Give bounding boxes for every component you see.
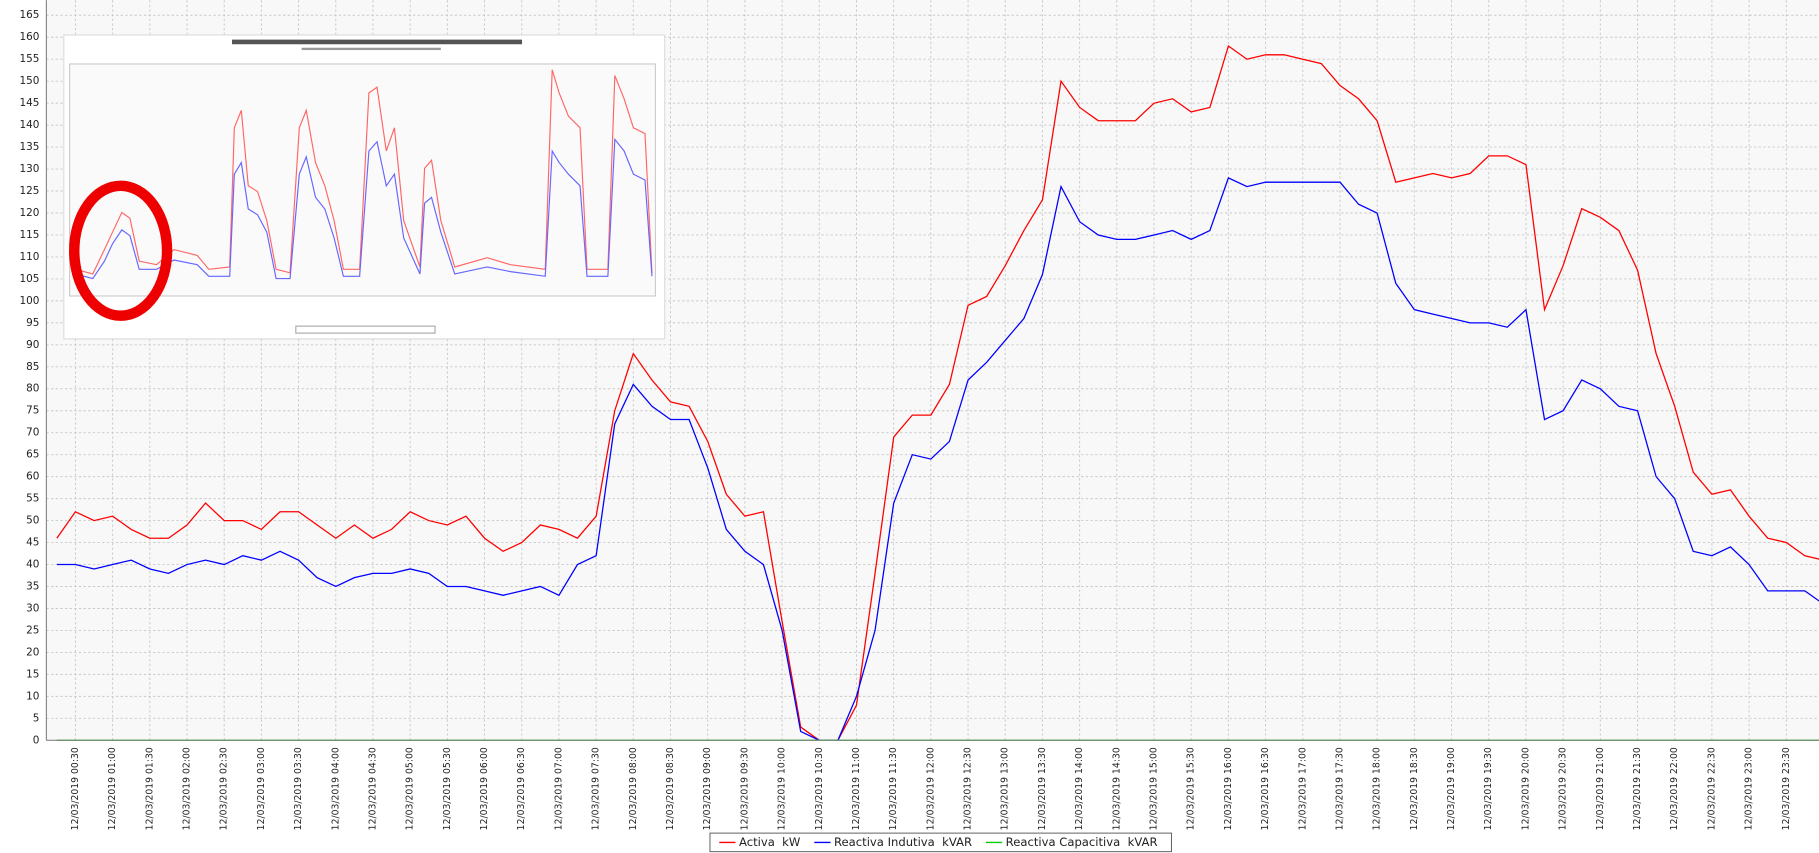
legend-label: Reactiva Capacitiva kVAR (1006, 835, 1158, 849)
y-tick-label: 130 (20, 163, 40, 175)
legend-label: Activa kW (739, 835, 801, 849)
y-tick-label: 90 (26, 339, 39, 351)
y-tick-label: 135 (20, 141, 40, 153)
y-tick-label: 110 (20, 251, 40, 263)
x-tick-label: 12/03/2019 00:00 (1818, 747, 1819, 830)
y-tick-label: 45 (26, 537, 39, 549)
x-tick-label: 12/03/2019 09:30 (739, 747, 750, 830)
x-tick-label: 12/03/2019 04:30 (367, 747, 378, 830)
x-tick-label: 12/03/2019 23:30 (1781, 747, 1792, 830)
y-tick-label: 70 (26, 427, 39, 439)
grid (46, 0, 1819, 741)
x-tick-label: 12/03/2019 14:30 (1111, 747, 1122, 830)
x-tick-label: 12/03/2019 12:00 (925, 747, 936, 830)
inset-legend (295, 325, 436, 334)
y-tick-label: 100 (20, 295, 40, 307)
x-tick-label: 12/03/2019 04:00 (330, 747, 341, 830)
x-tick-label: 12/03/2019 00:30 (70, 747, 81, 830)
x-tick-label: 12/03/2019 19:00 (1446, 747, 1457, 830)
y-tick-label: 55 (26, 493, 39, 505)
y-tick-label: 75 (26, 405, 39, 417)
y-tick-label: 85 (26, 361, 39, 373)
x-tick-label: 12/03/2019 23:00 (1744, 747, 1755, 830)
x-tick-label: 12/03/2019 19:30 (1483, 747, 1494, 830)
x-tick-label: 12/03/2019 17:00 (1297, 747, 1308, 830)
x-tick-label: 12/03/2019 03:30 (293, 747, 304, 830)
y-tick-label: 15 (26, 668, 39, 680)
x-tick-label: 12/03/2019 06:00 (479, 747, 490, 830)
x-tick-label: 12/03/2019 16:00 (1223, 747, 1234, 830)
y-tick-label: 40 (26, 559, 39, 571)
y-tick-label: 5 (33, 712, 40, 724)
y-tick-label: 80 (26, 383, 39, 395)
series-line (56, 44, 1819, 741)
y-tick-label: 150 (20, 75, 40, 87)
x-tick-label: 12/03/2019 20:00 (1520, 747, 1531, 830)
x-tick-label: 12/03/2019 16:30 (1260, 747, 1271, 830)
x-tick-label: 12/03/2019 07:00 (553, 747, 564, 830)
y-tick-label: 120 (20, 207, 40, 219)
x-tick-label: 12/03/2019 22:00 (1669, 747, 1680, 830)
x-tick-label: 12/03/2019 17:30 (1334, 747, 1345, 830)
y-tick-label: 35 (26, 581, 39, 593)
x-tick-label: 12/03/2019 02:00 (182, 747, 193, 830)
y-tick-label: 50 (26, 515, 39, 527)
x-tick-label: 12/03/2019 21:00 (1595, 747, 1606, 830)
inset-plot (69, 63, 657, 297)
x-tick-label: 12/03/2019 05:30 (442, 747, 453, 830)
highlight-circle (69, 180, 173, 321)
y-tick-label: 145 (20, 97, 40, 109)
x-tick-label: 12/03/2019 20:30 (1558, 747, 1569, 830)
x-tick-label: 12/03/2019 05:00 (405, 747, 416, 830)
y-tick-label: 65 (26, 449, 39, 461)
x-tick-label: 12/03/2019 14:00 (1074, 747, 1085, 830)
x-tick-label: 12/03/2019 15:30 (1186, 747, 1197, 830)
x-tick-label: 12/03/2019 11:30 (888, 747, 899, 830)
y-tick-label: 125 (20, 185, 40, 197)
y-tick-label: 165 (20, 9, 40, 21)
y-tick-label: 115 (20, 229, 40, 241)
x-tick-label: 12/03/2019 10:00 (777, 747, 788, 830)
x-tick-label: 12/03/2019 07:30 (591, 747, 602, 830)
y-tick-label: 25 (26, 624, 39, 636)
inset-image (63, 34, 666, 340)
x-tick-label: 12/03/2019 08:30 (665, 747, 676, 830)
x-tick-label: 12/03/2019 18:00 (1372, 747, 1383, 830)
x-tick-label: 12/03/2019 01:30 (144, 747, 155, 830)
series-line (56, 177, 1819, 741)
y-tick-label: 155 (20, 53, 40, 65)
y-tick-label: 140 (20, 119, 40, 131)
x-tick-label: 12/03/2019 09:00 (702, 747, 713, 830)
x-tick-label: 12/03/2019 03:00 (256, 747, 267, 830)
y-tick-label: 10 (26, 690, 39, 702)
x-tick-label: 12/03/2019 10:30 (814, 747, 825, 830)
x-tick-label: 12/03/2019 12:30 (963, 747, 974, 830)
legend (709, 832, 1172, 853)
x-tick-label: 12/03/2019 13:00 (1000, 747, 1011, 830)
y-tick-label: 0 (33, 734, 40, 746)
y-tick-label: 20 (26, 646, 39, 658)
y-tick-label: 105 (20, 273, 40, 285)
x-tick-label: 12/03/2019 18:30 (1409, 747, 1420, 830)
x-tick-label: 12/03/2019 21:30 (1632, 747, 1643, 830)
inset-subtitle-blur (301, 47, 441, 51)
x-tick-label: 12/03/2019 02:30 (219, 747, 230, 830)
inset-title-blur (232, 39, 523, 45)
y-tick-label: 95 (26, 317, 39, 329)
x-tick-label: 12/03/2019 11:00 (851, 747, 862, 830)
y-tick-label: 160 (20, 31, 40, 43)
legend-label: Reactiva Indutiva kVAR (834, 835, 972, 849)
x-tick-label: 12/03/2019 13:30 (1037, 747, 1048, 830)
x-tick-label: 12/03/2019 06:30 (516, 747, 527, 830)
x-tick-label: 12/03/2019 01:00 (107, 747, 118, 830)
x-tick-label: 12/03/2019 22:30 (1706, 747, 1717, 830)
y-tick-label: 60 (26, 471, 39, 483)
x-tick-label: 12/03/2019 08:00 (628, 747, 639, 830)
x-tick-label: 12/03/2019 15:00 (1149, 747, 1160, 830)
y-tick-label: 30 (26, 602, 39, 614)
